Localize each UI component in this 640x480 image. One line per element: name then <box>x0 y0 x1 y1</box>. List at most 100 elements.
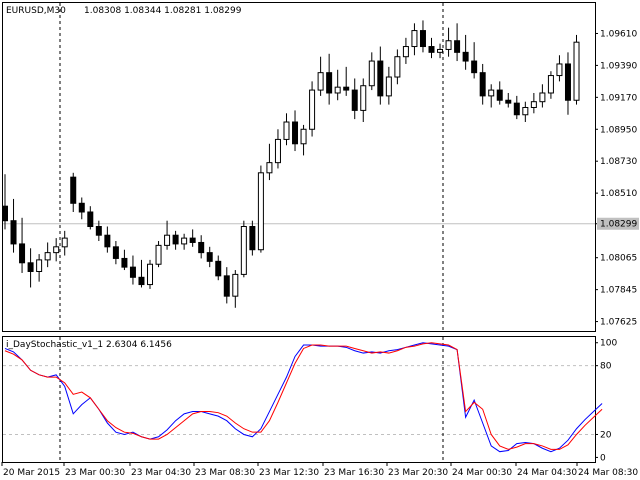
candle-body-bull <box>181 237 188 245</box>
symbol-label: EURUSD,M30 <box>6 6 66 16</box>
candle <box>257 165 264 253</box>
candle <box>155 241 162 268</box>
price-tick-label: 1.08065 <box>600 254 637 264</box>
candle <box>181 233 188 250</box>
time-axis: 20 Mar 2015 23 Mar 00:30 23 Mar 04:30 23 Ma… <box>1 462 638 478</box>
candle <box>121 249 128 271</box>
candle-body-bear <box>129 266 136 278</box>
candle-body-bull <box>300 128 307 145</box>
indicator-tick-label: 0 <box>600 453 606 463</box>
candle <box>496 81 503 105</box>
candle <box>112 241 119 265</box>
candle <box>445 27 452 57</box>
candle-body-bear <box>292 121 299 145</box>
candle <box>573 34 580 105</box>
candle-body-bear <box>505 99 512 104</box>
current-price-box <box>597 217 639 230</box>
indicator-tick-label: 80 <box>600 362 612 372</box>
price-tick-label: 1.08950 <box>600 125 637 135</box>
candle-body-bear <box>343 86 350 91</box>
candle-body-bull <box>437 48 444 53</box>
ohlc-label: 1.08308 1.08344 1.08281 1.08299 <box>84 6 242 16</box>
candle <box>454 23 461 62</box>
candle-body-bull <box>394 56 401 78</box>
candle-body-bull <box>283 121 290 140</box>
candle <box>283 113 290 146</box>
candle-body-bear <box>138 276 145 286</box>
candle-body-bear <box>198 241 205 254</box>
candle <box>471 42 478 79</box>
candle <box>274 129 281 169</box>
price-tick-label: 1.08510 <box>600 189 637 199</box>
candle <box>249 220 256 256</box>
candle <box>351 78 358 120</box>
candle-body-bull <box>360 85 367 111</box>
candle <box>488 84 495 108</box>
candle <box>129 255 136 285</box>
candle <box>437 43 444 59</box>
candle <box>522 101 529 123</box>
candle <box>27 248 34 288</box>
candle <box>164 220 171 250</box>
candle-body-bear <box>121 257 128 268</box>
candle <box>513 95 520 120</box>
candle <box>223 267 230 304</box>
candle-body-bear <box>19 243 26 264</box>
candle <box>292 110 299 152</box>
price-tick-label: 1.07845 <box>600 286 637 296</box>
candle <box>419 20 426 53</box>
candle-body-bear <box>10 220 17 245</box>
candle <box>479 63 486 105</box>
candle <box>317 56 324 96</box>
candle <box>377 46 384 105</box>
candle-body-bull <box>309 89 316 130</box>
candle-body-bull <box>530 101 537 108</box>
candle-body-bear <box>326 72 333 94</box>
candle <box>530 92 537 114</box>
candle <box>547 71 554 99</box>
stochastic-signal-line <box>4 342 603 450</box>
candle-body-bear <box>70 176 77 204</box>
candle-body-bear <box>223 275 230 297</box>
candle-body-bear <box>249 226 256 251</box>
candle-body-bull <box>36 259 43 272</box>
candle <box>266 143 273 181</box>
candle-body-bear <box>2 205 8 222</box>
candle <box>87 206 94 230</box>
candle-body-bear <box>172 234 179 245</box>
candle <box>428 37 435 59</box>
candle-body-bear <box>428 46 435 53</box>
price-axis: 1.09610 1.09390 1.09170 1.08950 1.08730 1.085… <box>595 29 639 463</box>
candle-body-bull <box>334 86 341 94</box>
candle-body-bear <box>419 30 426 48</box>
candle <box>206 246 213 268</box>
candle <box>411 23 418 56</box>
main-chart-frame <box>2 2 596 332</box>
candle-body-bear <box>78 202 85 213</box>
candle <box>215 255 222 281</box>
candle <box>360 78 367 123</box>
candle <box>300 124 307 156</box>
candle <box>44 242 51 268</box>
candle <box>564 52 571 115</box>
candle <box>19 217 26 273</box>
time-tick-label: 24 Mar 00:30 <box>452 468 512 478</box>
candle <box>78 197 85 220</box>
candle-body-bear <box>104 234 111 248</box>
candle-body-bull <box>266 162 273 174</box>
price-tick-label: 1.09610 <box>600 29 637 39</box>
candle <box>36 254 43 282</box>
candle <box>53 238 60 262</box>
grid-layer <box>3 3 595 462</box>
candle-body-bull <box>411 30 418 48</box>
time-tick-label: 23 Mar 12:30 <box>259 468 319 478</box>
candle-body-bear <box>95 226 102 236</box>
time-tick-label: 23 Mar 16:30 <box>324 468 384 478</box>
time-tick-label: 23 Mar 04:30 <box>131 468 191 478</box>
candle-body-bull <box>147 263 154 286</box>
candle <box>104 226 111 253</box>
candle <box>70 172 77 212</box>
candle <box>539 84 546 108</box>
price-tick-label: 1.07625 <box>600 318 637 328</box>
